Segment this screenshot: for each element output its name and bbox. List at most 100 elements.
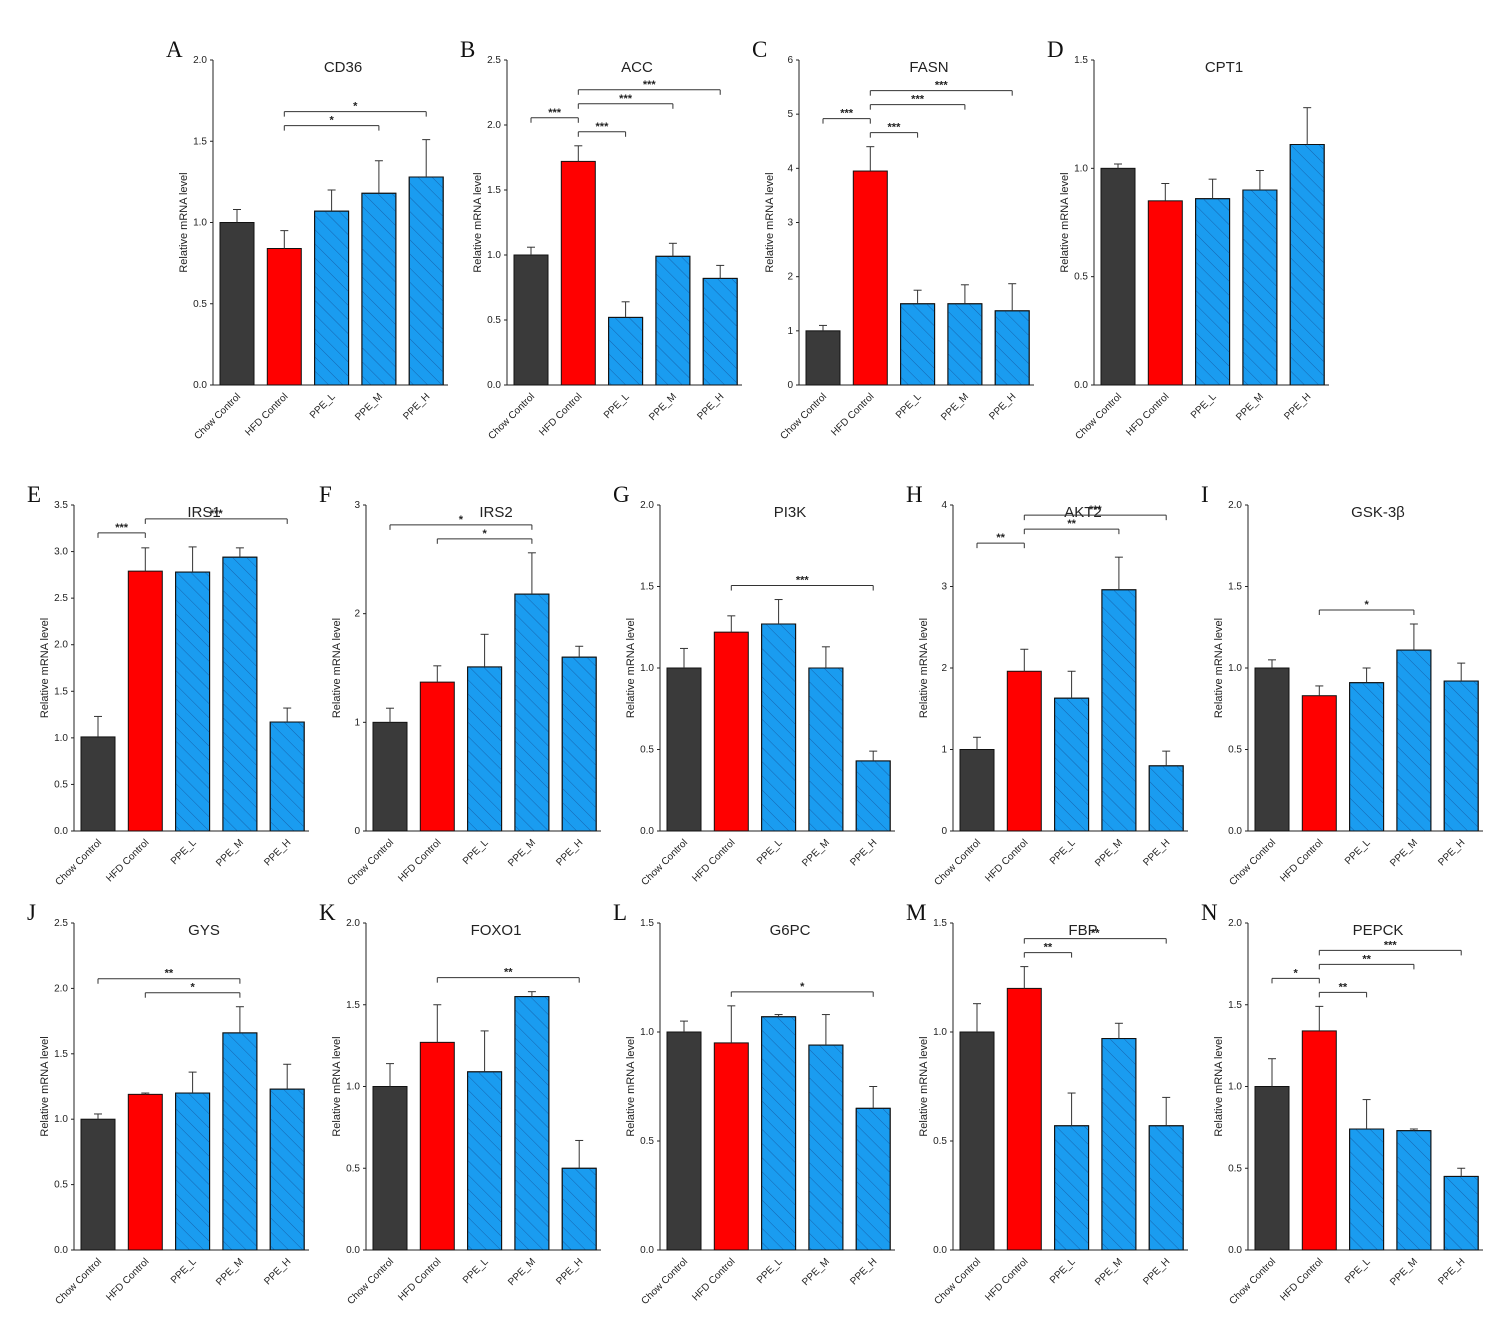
bar [266,248,302,386]
category-label: HFD Control [1124,391,1171,438]
y-tick-label: 1.5 [487,185,501,196]
bar-hatch [1054,1125,1090,1251]
category-label: HFD Control [983,837,1030,884]
chart-title: CD36 [324,59,362,76]
category-label: HFD Control [104,837,151,884]
y-tick-label: 1.5 [54,686,68,697]
significance-label: ** [1339,981,1348,993]
y-tick-label: 3.5 [54,500,68,511]
bar [372,721,408,832]
y-tick-label: 0.5 [1228,1163,1242,1174]
significance-label: *** [210,508,224,520]
y-tick-label: 0.5 [640,1136,654,1147]
y-tick-label: 6 [787,55,793,66]
y-tick-label: 2 [354,609,360,620]
chart-title: IRS2 [479,504,512,521]
category-label: Chow Control [932,1256,983,1307]
category-label: PPE_M [647,391,679,423]
category-label: HFD Control [1278,1256,1325,1303]
bar-hatch [855,760,891,832]
bar-hatch [175,1092,211,1251]
y-tick-label: 2.0 [54,983,68,994]
bar [959,1031,995,1251]
significance-label: * [482,528,487,540]
y-tick-label: 1.5 [54,1049,68,1060]
panel-letter: E [27,482,41,507]
bar [219,222,255,386]
bar-hatch [269,1088,305,1251]
y-axis-label: Relative mRNA level [1213,1036,1225,1136]
y-tick-label: 0.0 [640,1245,654,1256]
significance-label: *** [796,575,810,587]
category-label: Chow Control [53,837,104,888]
y-tick-label: 0.5 [1228,745,1242,756]
bar-hatch [761,1016,797,1251]
y-tick-label: 0.0 [1228,1245,1242,1256]
y-tick-label: 4 [941,500,947,511]
panel-fasn: C FASN 0 1 2 3 4 5 6 Relative mRNA level Chow Cont… [752,37,1034,442]
y-tick-label: 2.0 [346,918,360,929]
chart-title: GYS [188,922,220,939]
bar-hatch [1289,144,1325,386]
panel-foxo1: K FOXO1 0.0 0.5 1.0 1.5 2.0 Relative mRNA level… [319,900,601,1307]
panel-gsk3b: I GSK-3β 0.0 0.5 1.0 1.5 2.0 Relative mRNA leve… [1201,482,1483,888]
y-tick-label: 1.0 [1074,163,1088,174]
chart-title: PEPCK [1353,922,1404,939]
panel-letter: N [1201,900,1218,925]
bar-hatch [175,571,211,832]
y-tick-label: 0.0 [346,1245,360,1256]
bar-hatch [1396,649,1432,832]
bar [80,1118,116,1251]
panel-letter: F [319,482,332,507]
bar-hatch [1195,198,1231,386]
significance-label: * [353,101,358,113]
y-tick-label: 1.5 [640,918,654,929]
y-tick-label: 0.0 [1074,380,1088,391]
y-axis-label: Relative mRNA level [331,618,343,718]
bar-hatch [269,721,305,832]
category-label: HFD Control [1278,837,1325,884]
bar [666,1031,702,1251]
chart-title: FBP [1068,922,1097,939]
category-label: HFD Control [829,391,876,438]
y-tick-label: 0.0 [1228,826,1242,837]
category-label: Chow Control [345,1256,396,1307]
category-label: PPE_H [262,1256,293,1287]
category-label: PPE_H [554,837,585,868]
significance-label: ** [996,532,1005,544]
significance-label: ** [165,968,174,980]
y-tick-label: 3.0 [54,547,68,558]
category-label: PPE_L [308,391,338,421]
category-label: Chow Control [932,837,983,888]
y-axis-label: Relative mRNA level [178,172,190,272]
category-label: PPE_L [755,1256,785,1286]
bar [1301,695,1337,832]
category-label: Chow Control [53,1256,104,1307]
significance-label: * [190,982,195,994]
y-tick-label: 1.0 [346,1082,360,1093]
chart-title: FOXO1 [471,922,522,939]
y-tick-label: 4 [787,163,793,174]
bar-hatch [361,192,397,386]
category-label: PPE_L [894,391,924,421]
y-tick-label: 2 [941,663,947,674]
panel-letter: J [27,900,36,925]
y-tick-label: 1.5 [1074,55,1088,66]
significance-label: * [1294,967,1299,979]
panel-letter: D [1047,37,1064,62]
y-tick-label: 0.5 [487,315,501,326]
panel-letter: H [906,482,923,507]
category-label: HFD Control [104,1256,151,1303]
bar-hatch [1101,589,1137,832]
y-tick-label: 1.5 [193,136,207,147]
bar-hatch [222,556,258,832]
panel-letter: B [460,37,475,62]
bar-hatch [514,593,550,832]
bar [1301,1030,1337,1251]
chart-title: AKT2 [1064,504,1102,521]
category-label: PPE_M [1388,837,1420,869]
category-label: PPE_L [1189,391,1219,421]
bar [713,631,749,832]
y-tick-label: 0.5 [54,1180,68,1191]
y-tick-label: 1.0 [1228,663,1242,674]
